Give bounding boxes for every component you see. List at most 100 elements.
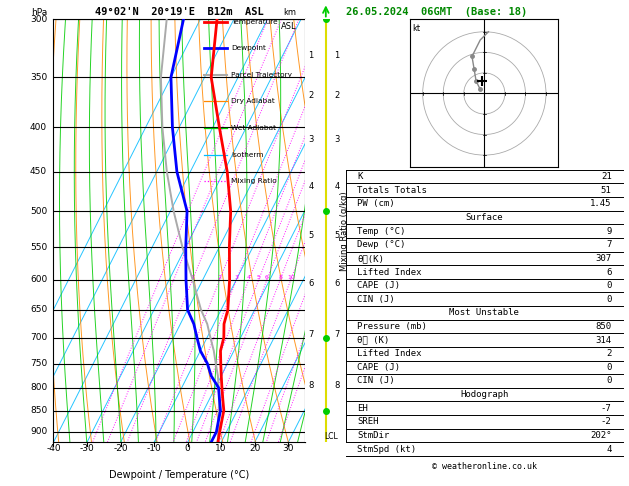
Text: Isotherm: Isotherm — [231, 152, 264, 158]
Text: 8: 8 — [308, 381, 314, 390]
Text: CIN (J): CIN (J) — [357, 377, 394, 385]
Text: 5: 5 — [308, 230, 314, 240]
Text: Dewpoint: Dewpoint — [231, 45, 265, 51]
Text: Lifted Index: Lifted Index — [357, 349, 421, 358]
Text: StmDir: StmDir — [357, 431, 389, 440]
Text: CIN (J): CIN (J) — [357, 295, 394, 304]
Text: 0: 0 — [606, 377, 611, 385]
Text: K: K — [357, 172, 362, 181]
Text: 1: 1 — [191, 275, 194, 280]
Text: 600: 600 — [30, 275, 47, 284]
Text: Temperature: Temperature — [231, 18, 277, 25]
Text: 2: 2 — [308, 91, 314, 100]
Text: 6: 6 — [335, 279, 340, 288]
Text: 2: 2 — [606, 349, 611, 358]
Text: 26.05.2024  06GMT  (Base: 18): 26.05.2024 06GMT (Base: 18) — [346, 7, 527, 17]
Text: PW (cm): PW (cm) — [357, 199, 394, 208]
Text: Most Unstable: Most Unstable — [449, 309, 520, 317]
Text: kt: kt — [413, 23, 421, 33]
Text: 7: 7 — [308, 330, 314, 339]
Text: 202°: 202° — [590, 431, 611, 440]
Text: Dewpoint / Temperature (°C): Dewpoint / Temperature (°C) — [109, 470, 249, 480]
Text: 6: 6 — [308, 279, 314, 288]
Text: 350: 350 — [30, 73, 47, 82]
Text: 450: 450 — [30, 167, 47, 176]
Text: 800: 800 — [30, 383, 47, 392]
Text: 10: 10 — [216, 444, 227, 453]
Text: 5: 5 — [335, 230, 340, 240]
Text: 500: 500 — [30, 207, 47, 216]
Text: 1.45: 1.45 — [590, 199, 611, 208]
Text: 6: 6 — [265, 275, 269, 280]
Text: © weatheronline.co.uk: © weatheronline.co.uk — [432, 462, 537, 471]
Text: 307: 307 — [596, 254, 611, 263]
Text: 2: 2 — [335, 91, 340, 100]
Text: 7: 7 — [335, 330, 340, 339]
Text: 650: 650 — [30, 305, 47, 314]
Text: ASL: ASL — [281, 21, 296, 31]
Text: 49°02'N  20°19'E  B12m  ASL: 49°02'N 20°19'E B12m ASL — [95, 7, 264, 17]
Text: Dewp (°C): Dewp (°C) — [357, 240, 406, 249]
Text: 20: 20 — [249, 444, 260, 453]
Text: Dry Adiabat: Dry Adiabat — [231, 99, 275, 104]
Text: 314: 314 — [596, 336, 611, 345]
Text: 1: 1 — [335, 51, 340, 60]
Text: 700: 700 — [30, 333, 47, 342]
Text: 8: 8 — [278, 275, 282, 280]
Text: θᴄ (K): θᴄ (K) — [357, 336, 389, 345]
Text: 2: 2 — [218, 275, 221, 280]
Text: 30: 30 — [282, 444, 294, 453]
Text: 0: 0 — [606, 363, 611, 372]
Text: Temp (°C): Temp (°C) — [357, 226, 406, 236]
Text: θᴄ(K): θᴄ(K) — [357, 254, 384, 263]
Text: 550: 550 — [30, 243, 47, 252]
Text: 4: 4 — [247, 275, 251, 280]
Text: 4: 4 — [335, 182, 340, 191]
Text: 5: 5 — [257, 275, 260, 280]
Text: 750: 750 — [30, 359, 47, 368]
Text: 21: 21 — [601, 172, 611, 181]
Text: Lifted Index: Lifted Index — [357, 267, 421, 277]
Text: -30: -30 — [80, 444, 94, 453]
Text: 6: 6 — [606, 267, 611, 277]
Text: 0: 0 — [606, 281, 611, 290]
Text: -40: -40 — [46, 444, 61, 453]
Text: 4: 4 — [606, 445, 611, 453]
Text: SREH: SREH — [357, 417, 379, 426]
Text: 3: 3 — [308, 136, 314, 144]
Text: Totals Totals: Totals Totals — [357, 186, 427, 195]
Text: 0: 0 — [185, 444, 191, 453]
Text: CAPE (J): CAPE (J) — [357, 363, 400, 372]
Text: EH: EH — [357, 404, 368, 413]
Text: Surface: Surface — [465, 213, 503, 222]
Text: StmSpd (kt): StmSpd (kt) — [357, 445, 416, 453]
Text: 850: 850 — [30, 406, 47, 415]
Text: LCL: LCL — [324, 433, 338, 441]
Text: Pressure (mb): Pressure (mb) — [357, 322, 427, 331]
Text: 300: 300 — [30, 15, 47, 24]
Text: 1: 1 — [308, 51, 314, 60]
Text: 10: 10 — [287, 275, 294, 280]
Text: 0: 0 — [606, 295, 611, 304]
Text: 3: 3 — [235, 275, 238, 280]
Text: -10: -10 — [147, 444, 162, 453]
Text: 4: 4 — [308, 182, 314, 191]
Text: 900: 900 — [30, 428, 47, 436]
Text: hPa: hPa — [31, 8, 47, 17]
Text: 51: 51 — [601, 186, 611, 195]
Text: -2: -2 — [601, 417, 611, 426]
Text: Mixing Ratio: Mixing Ratio — [231, 178, 277, 184]
Text: km: km — [284, 8, 296, 17]
Text: Wet Adiabat: Wet Adiabat — [231, 125, 276, 131]
Text: Hodograph: Hodograph — [460, 390, 508, 399]
Text: 850: 850 — [596, 322, 611, 331]
Text: 8: 8 — [335, 381, 340, 390]
Text: -20: -20 — [113, 444, 128, 453]
Text: 9: 9 — [606, 226, 611, 236]
Text: -7: -7 — [601, 404, 611, 413]
Text: 3: 3 — [335, 136, 340, 144]
Text: 400: 400 — [30, 123, 47, 132]
Text: CAPE (J): CAPE (J) — [357, 281, 400, 290]
Text: 7: 7 — [606, 240, 611, 249]
Text: Mixing Ratio (g/kg): Mixing Ratio (g/kg) — [340, 191, 348, 271]
